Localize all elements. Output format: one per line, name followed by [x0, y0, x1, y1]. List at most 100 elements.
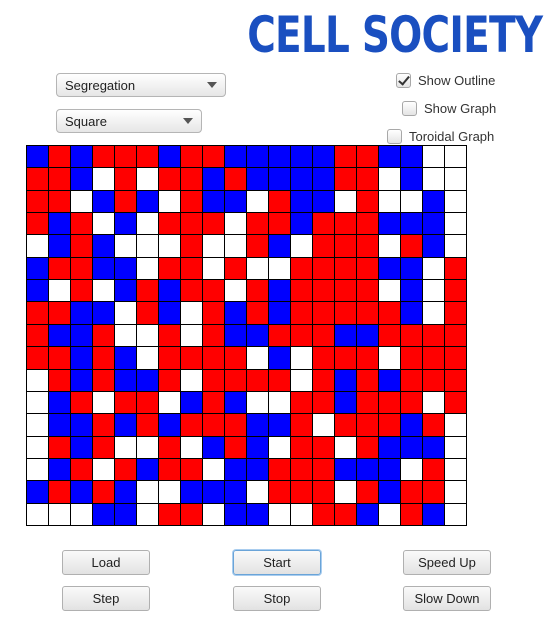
grid-cell	[93, 190, 114, 213]
grid-cell	[49, 302, 70, 324]
shape-select[interactable]: Square	[56, 109, 202, 133]
checkbox-box[interactable]	[387, 129, 402, 144]
grid-cell	[181, 369, 202, 391]
grid-cell	[93, 458, 114, 481]
grid-cell	[137, 481, 158, 503]
grid-cell	[71, 503, 92, 525]
grid-cell	[93, 391, 114, 414]
grid-cell	[203, 347, 224, 369]
slow-down-button[interactable]: Slow Down	[403, 586, 491, 611]
speed-up-button[interactable]: Speed Up	[403, 550, 491, 575]
checkmark-icon[interactable]	[396, 73, 411, 88]
grid-cell	[225, 168, 246, 190]
grid-cell	[269, 257, 290, 280]
grid-cell	[159, 347, 180, 369]
grid-cell	[445, 414, 466, 436]
grid-cell	[159, 436, 180, 458]
grid-cell	[27, 146, 48, 168]
grid-cell	[93, 503, 114, 525]
grid-cell	[27, 190, 48, 213]
show-graph-checkbox[interactable]: Show Graph	[402, 101, 496, 116]
grid-cell	[49, 213, 70, 235]
grid-cell	[93, 369, 114, 391]
grid-cell	[291, 190, 312, 213]
grid-cell	[335, 146, 356, 168]
grid-cell	[379, 302, 400, 324]
grid-cell	[71, 347, 92, 369]
load-button[interactable]: Load	[62, 550, 150, 575]
grid-cell	[71, 458, 92, 481]
grid-cell	[247, 503, 268, 525]
grid-cell	[357, 503, 378, 525]
grid-cell	[71, 257, 92, 280]
grid-cell	[291, 481, 312, 503]
grid-cell	[269, 235, 290, 257]
toroidal-graph-checkbox[interactable]: Toroidal Graph	[387, 129, 494, 144]
grid-cell	[335, 324, 356, 347]
grid-cell	[225, 481, 246, 503]
grid-cell	[401, 369, 422, 391]
grid-cell	[225, 347, 246, 369]
grid-cell	[159, 324, 180, 347]
grid-cell	[247, 324, 268, 347]
grid-cell	[335, 436, 356, 458]
grid-cell	[115, 168, 136, 190]
grid-cell	[93, 235, 114, 257]
grid-cell	[203, 369, 224, 391]
grid-cell	[445, 347, 466, 369]
stop-button[interactable]: Stop	[233, 586, 321, 611]
simulation-select-value: Segregation	[65, 77, 136, 93]
grid-cell	[159, 213, 180, 235]
grid-cell	[203, 414, 224, 436]
grid-cell	[335, 391, 356, 414]
grid-cell	[335, 458, 356, 481]
grid-cell	[93, 324, 114, 347]
grid-cell	[115, 190, 136, 213]
grid-cell	[225, 324, 246, 347]
grid-cell	[137, 146, 158, 168]
grid-cell	[401, 213, 422, 235]
grid-cell	[27, 458, 48, 481]
grid-cell	[313, 213, 334, 235]
grid-cell	[93, 302, 114, 324]
grid-cell	[357, 347, 378, 369]
start-button[interactable]: Start	[233, 550, 321, 575]
grid-cell	[445, 324, 466, 347]
grid-cell	[159, 280, 180, 302]
grid-cell	[93, 146, 114, 168]
grid-cell	[203, 436, 224, 458]
grid-cell	[313, 414, 334, 436]
grid-cell	[93, 257, 114, 280]
grid-cell	[181, 436, 202, 458]
grid-cell	[269, 146, 290, 168]
grid-cell	[379, 481, 400, 503]
show-outline-checkbox[interactable]: Show Outline	[396, 73, 495, 88]
grid-cell	[269, 503, 290, 525]
grid-cell	[27, 168, 48, 190]
grid-cell	[335, 190, 356, 213]
grid-cell	[49, 146, 70, 168]
grid-cell	[225, 235, 246, 257]
grid-cell	[49, 190, 70, 213]
simulation-select[interactable]: Segregation	[56, 73, 226, 97]
grid-cell	[225, 369, 246, 391]
grid-cell	[291, 235, 312, 257]
step-button[interactable]: Step	[62, 586, 150, 611]
grid-cell	[357, 324, 378, 347]
grid-cell	[291, 414, 312, 436]
grid-cell	[247, 414, 268, 436]
grid-cell	[423, 213, 444, 235]
checkbox-box[interactable]	[402, 101, 417, 116]
grid-cell	[27, 302, 48, 324]
grid-cell	[49, 235, 70, 257]
grid-cell	[49, 347, 70, 369]
grid-cell	[137, 324, 158, 347]
grid-cell	[247, 190, 268, 213]
grid-cell	[115, 458, 136, 481]
grid-cell	[269, 481, 290, 503]
grid-cell	[335, 414, 356, 436]
grid-cell	[313, 280, 334, 302]
grid-cell	[247, 458, 268, 481]
grid-cell	[93, 168, 114, 190]
grid-cell	[27, 436, 48, 458]
